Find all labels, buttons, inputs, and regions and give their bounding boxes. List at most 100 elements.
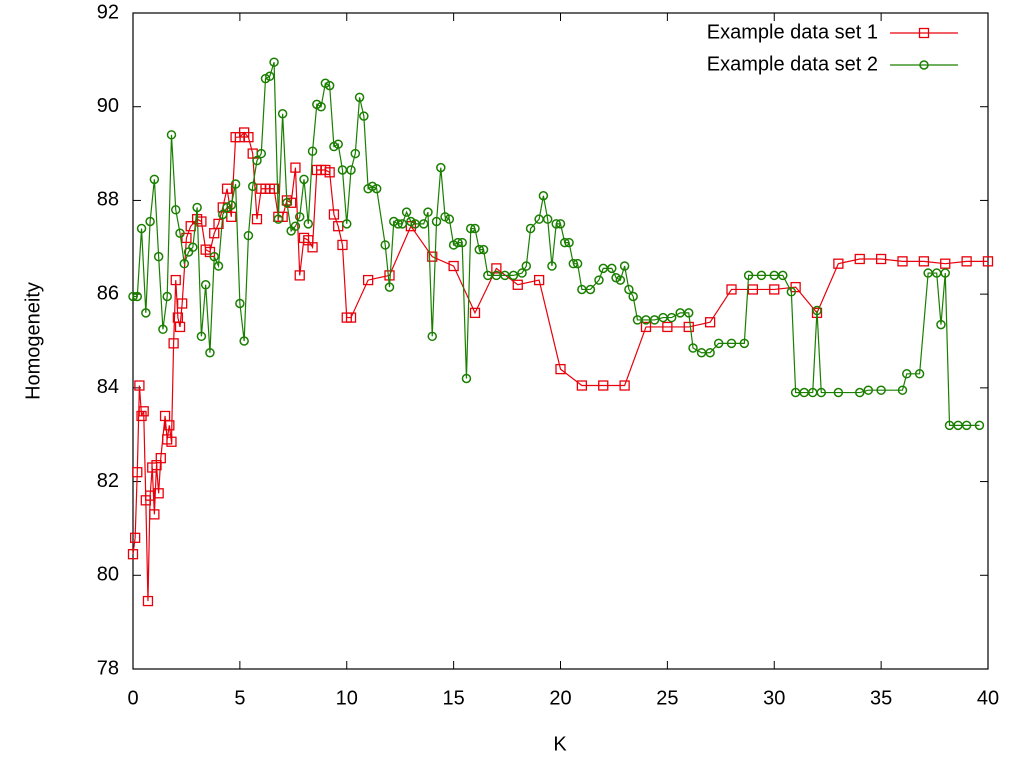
marker: [251, 214, 263, 225]
x-tick-label: 0: [127, 687, 138, 709]
marker: [538, 190, 549, 201]
marker: [649, 315, 660, 325]
marker: [142, 595, 154, 607]
x-tick-label: 40: [977, 687, 999, 709]
marker: [354, 92, 365, 103]
series-line: [133, 62, 980, 426]
marker: [213, 218, 224, 230]
marker: [568, 258, 579, 269]
marker: [982, 256, 994, 267]
marker: [555, 219, 566, 229]
marker: [508, 270, 519, 281]
marker: [155, 452, 166, 464]
marker: [863, 385, 874, 395]
marker: [166, 130, 177, 140]
marker: [294, 270, 305, 281]
marker: [555, 363, 566, 375]
marker: [469, 307, 481, 319]
marker: [461, 373, 472, 384]
marker: [134, 380, 145, 391]
marker: [684, 308, 694, 318]
marker: [914, 369, 925, 379]
marker: [168, 338, 179, 349]
marker: [132, 467, 143, 478]
marker: [256, 148, 266, 159]
y-tick-label: 92: [97, 1, 119, 23]
x-tick-label: 15: [443, 687, 465, 709]
y-tick-label: 80: [97, 564, 119, 586]
marker: [188, 242, 198, 253]
marker: [512, 279, 523, 290]
marker: [855, 387, 865, 398]
marker: [282, 198, 292, 208]
marker: [243, 132, 254, 143]
marker: [179, 258, 190, 269]
marker: [342, 219, 352, 229]
marker: [683, 321, 694, 333]
marker: [324, 167, 335, 178]
x-tick-label: 25: [656, 687, 678, 709]
marker: [816, 387, 827, 398]
marker: [436, 162, 446, 173]
marker: [704, 317, 716, 328]
marker: [897, 385, 908, 395]
marker: [345, 312, 357, 323]
marker: [200, 280, 211, 290]
marker: [273, 214, 284, 224]
marker: [431, 216, 442, 227]
marker: [739, 338, 750, 349]
marker: [640, 321, 652, 333]
marker: [726, 338, 737, 349]
marker: [833, 258, 844, 269]
marker: [290, 162, 301, 173]
y-axis-label: Homogeneity: [22, 282, 44, 400]
marker: [598, 380, 609, 391]
marker: [128, 291, 138, 302]
marker: [897, 256, 908, 267]
marker: [940, 268, 950, 278]
marker: [713, 338, 724, 349]
marker: [875, 253, 887, 265]
marker: [384, 282, 395, 292]
marker: [619, 380, 630, 391]
marker: [423, 207, 433, 217]
marker: [218, 209, 228, 220]
marker: [961, 256, 972, 267]
marker: [132, 291, 143, 302]
marker: [444, 214, 455, 224]
marker: [628, 291, 638, 302]
marker: [961, 420, 972, 431]
y-tick-label: 86: [97, 282, 119, 304]
legend-label: Example data set 1: [707, 21, 878, 43]
marker: [474, 244, 485, 255]
marker: [277, 108, 288, 119]
marker: [166, 436, 177, 447]
marker: [149, 174, 160, 185]
marker: [769, 284, 780, 295]
marker: [662, 321, 673, 333]
marker: [299, 174, 309, 185]
marker: [162, 291, 172, 302]
y-tick-label: 84: [97, 376, 119, 398]
y-tick-label: 90: [97, 95, 119, 117]
marker: [427, 251, 438, 262]
marker: [138, 406, 149, 417]
marker: [427, 331, 437, 342]
marker: [307, 146, 318, 156]
marker: [226, 200, 237, 210]
marker: [213, 261, 224, 271]
marker: [940, 258, 951, 269]
marker: [688, 343, 698, 353]
marker: [936, 319, 946, 330]
marker: [170, 274, 181, 286]
marker: [290, 221, 301, 231]
marker: [181, 232, 192, 244]
marker: [177, 298, 188, 309]
marker: [902, 369, 912, 379]
legend-swatch: [918, 27, 930, 39]
marker: [333, 139, 343, 149]
plot-frame: [132, 12, 989, 670]
marker: [551, 219, 561, 229]
marker: [247, 181, 258, 192]
marker: [359, 111, 369, 121]
